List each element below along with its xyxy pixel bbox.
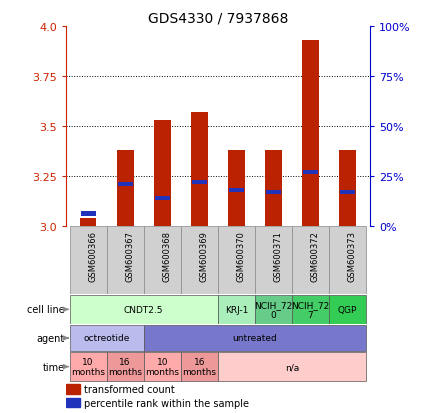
Title: GDS4330 / 7937868: GDS4330 / 7937868 [147, 12, 288, 26]
Text: 16
months: 16 months [108, 357, 142, 376]
FancyBboxPatch shape [70, 352, 107, 381]
Bar [81, 211, 96, 216]
Text: GSM600373: GSM600373 [348, 230, 357, 281]
Text: 16
months: 16 months [182, 357, 216, 376]
Text: NCIH_72
0: NCIH_72 0 [254, 300, 292, 319]
Text: cell line: cell line [27, 305, 65, 315]
FancyBboxPatch shape [70, 227, 107, 294]
Text: untreated: untreated [232, 334, 277, 343]
Bar [340, 190, 355, 195]
Bar [265, 151, 282, 227]
Text: time: time [42, 362, 65, 372]
FancyBboxPatch shape [107, 352, 144, 381]
Text: GSM600369: GSM600369 [199, 230, 208, 281]
Text: GSM600370: GSM600370 [236, 230, 245, 281]
Bar [191, 113, 208, 227]
FancyBboxPatch shape [181, 352, 218, 381]
Text: transformed count: transformed count [84, 385, 175, 394]
Bar [302, 41, 319, 227]
FancyBboxPatch shape [181, 227, 218, 294]
Text: GSM600372: GSM600372 [310, 230, 320, 281]
Bar [117, 151, 133, 227]
Text: QGP: QGP [338, 305, 357, 314]
Text: GSM600371: GSM600371 [273, 230, 282, 281]
FancyBboxPatch shape [70, 325, 144, 351]
Text: GSM600368: GSM600368 [162, 230, 171, 281]
Text: 10
months: 10 months [145, 357, 179, 376]
Bar [266, 190, 281, 195]
Text: GSM600367: GSM600367 [125, 230, 134, 281]
FancyBboxPatch shape [107, 227, 144, 294]
FancyBboxPatch shape [329, 295, 366, 324]
FancyBboxPatch shape [144, 352, 181, 381]
Text: GSM600366: GSM600366 [88, 230, 97, 281]
Bar [118, 183, 133, 187]
Bar [66, 385, 79, 394]
FancyBboxPatch shape [255, 227, 292, 294]
FancyBboxPatch shape [144, 325, 366, 351]
Bar [339, 151, 356, 227]
FancyBboxPatch shape [70, 295, 218, 324]
Text: n/a: n/a [285, 362, 299, 371]
Bar [229, 189, 244, 193]
FancyBboxPatch shape [144, 227, 181, 294]
Text: CNDT2.5: CNDT2.5 [124, 305, 164, 314]
Bar [192, 180, 207, 185]
Text: 10
months: 10 months [71, 357, 105, 376]
FancyBboxPatch shape [329, 227, 366, 294]
Text: NCIH_72
7: NCIH_72 7 [291, 300, 329, 319]
FancyBboxPatch shape [255, 295, 292, 324]
Bar [228, 151, 245, 227]
Bar [303, 171, 318, 175]
Bar [80, 219, 96, 227]
FancyBboxPatch shape [218, 352, 366, 381]
FancyBboxPatch shape [292, 295, 329, 324]
FancyBboxPatch shape [218, 295, 255, 324]
Text: KRJ-1: KRJ-1 [225, 305, 248, 314]
Text: octreotide: octreotide [83, 334, 130, 343]
Bar [154, 121, 170, 227]
FancyBboxPatch shape [218, 227, 255, 294]
Text: percentile rank within the sample: percentile rank within the sample [84, 398, 249, 408]
Bar [66, 398, 79, 408]
Bar [155, 197, 170, 201]
Text: agent: agent [37, 333, 65, 343]
FancyBboxPatch shape [292, 227, 329, 294]
